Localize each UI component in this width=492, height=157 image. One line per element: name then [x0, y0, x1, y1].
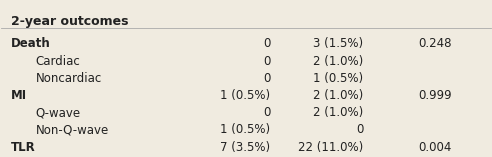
- Text: 0.248: 0.248: [418, 37, 452, 50]
- Text: 0: 0: [263, 72, 271, 85]
- Text: 0: 0: [263, 54, 271, 68]
- Text: 2-year outcomes: 2-year outcomes: [11, 15, 129, 28]
- Text: 2 (1.0%): 2 (1.0%): [313, 106, 364, 119]
- Text: Noncardiac: Noncardiac: [35, 72, 102, 85]
- Text: 0: 0: [263, 37, 271, 50]
- Text: 0.004: 0.004: [418, 141, 452, 154]
- Text: Q-wave: Q-wave: [35, 106, 81, 119]
- Text: 1 (0.5%): 1 (0.5%): [220, 89, 271, 102]
- Text: 2 (1.0%): 2 (1.0%): [313, 54, 364, 68]
- Text: 2 (1.0%): 2 (1.0%): [313, 89, 364, 102]
- Text: 0: 0: [356, 123, 364, 136]
- Text: MI: MI: [11, 89, 27, 102]
- Text: 7 (3.5%): 7 (3.5%): [220, 141, 271, 154]
- Text: 3 (1.5%): 3 (1.5%): [313, 37, 364, 50]
- Text: 1 (0.5%): 1 (0.5%): [313, 72, 364, 85]
- Text: 0: 0: [263, 106, 271, 119]
- Text: 22 (11.0%): 22 (11.0%): [298, 141, 364, 154]
- Text: Non-Q-wave: Non-Q-wave: [35, 123, 109, 136]
- Text: 0.999: 0.999: [418, 89, 452, 102]
- Text: Cardiac: Cardiac: [35, 54, 80, 68]
- Text: 1 (0.5%): 1 (0.5%): [220, 123, 271, 136]
- Text: TLR: TLR: [11, 141, 36, 154]
- Text: Death: Death: [11, 37, 51, 50]
